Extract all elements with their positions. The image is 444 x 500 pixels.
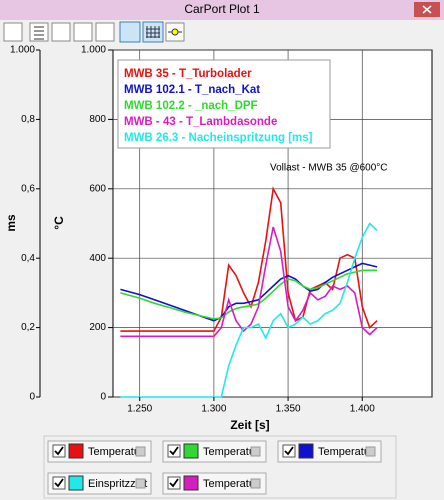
x-tick-label: 1.300 (201, 404, 226, 415)
x-tick-label: 1.350 (276, 404, 301, 415)
legend-panel-label: Temperatur (318, 446, 374, 458)
tool-button[interactable] (3, 22, 23, 42)
checkbox[interactable] (167, 476, 181, 490)
legend-panel-label: Temperatur (88, 446, 144, 458)
y2-tick-label: 0,2 (21, 322, 35, 333)
checkmark (169, 478, 179, 488)
legend-panel-label: Temperatur (203, 446, 259, 458)
checkmark (284, 446, 294, 456)
y-tick-label: 600 (89, 183, 106, 194)
tool-button[interactable] (119, 21, 141, 43)
y-tick-label: 400 (89, 253, 106, 264)
y2-tick-label: 0,6 (21, 183, 35, 194)
tool-button[interactable] (51, 22, 71, 42)
remove-button[interactable] (135, 446, 146, 457)
checkbox[interactable] (167, 444, 181, 458)
legend-panel-label: Einspritzzeit (88, 478, 147, 490)
x-axis-label: Zeit [s] (230, 418, 269, 432)
tool-button[interactable] (73, 22, 93, 42)
remove-button[interactable] (250, 478, 261, 489)
series-line (120, 186, 378, 332)
legend-panel-label: Temperatur (203, 478, 259, 490)
checkmark (54, 446, 64, 456)
tool-icon (34, 26, 44, 40)
tool-button[interactable] (142, 21, 164, 43)
checkmark (54, 478, 64, 488)
checkbox[interactable] (52, 476, 66, 490)
checkmark (169, 446, 179, 456)
series-line (120, 269, 378, 320)
legend-entry: MWB 102.1 - T_nach_Kat (124, 84, 260, 96)
y2-tick-label: 1.000 (10, 45, 35, 56)
remove-button[interactable] (365, 446, 376, 457)
annotation: Vollast - MWB 35 @600°C (270, 163, 388, 174)
close-icon (422, 5, 432, 14)
color-swatch (68, 475, 84, 491)
plot (113, 49, 432, 398)
color-swatch (183, 443, 199, 459)
y-tick-label: 800 (89, 114, 106, 125)
x-tick-label: 1.400 (350, 404, 375, 415)
color-swatch (298, 443, 314, 459)
checkbox[interactable] (52, 444, 66, 458)
y2-tick-label: 0,4 (21, 253, 35, 264)
y-tick-label: 1.000 (81, 45, 106, 56)
color-swatch (183, 475, 199, 491)
legend-entry: MWB - 43 - T_Lambdasonde (124, 116, 277, 128)
y-tick-label: 0 (100, 392, 106, 403)
series-legend (117, 59, 331, 149)
series-line (120, 222, 378, 398)
color-swatch (68, 443, 84, 459)
tool-icon (146, 26, 160, 38)
tool-button[interactable] (29, 22, 49, 42)
y-axis-label: °C (52, 216, 66, 230)
tool-button[interactable] (95, 22, 115, 42)
y-tick-label: 200 (89, 322, 106, 333)
series-line (120, 226, 378, 338)
toolbar (3, 21, 185, 43)
checkbox[interactable] (282, 444, 296, 458)
x-tick-label: 1.250 (127, 404, 152, 415)
y2-tick-label: 0,8 (21, 114, 35, 125)
legend-entry: MWB 26.3 - Nacheinspritzung [ms] (124, 132, 313, 144)
legend-entry: MWB 35 - T_Turbolader (124, 68, 252, 80)
y2-axis-label: ms (4, 214, 18, 232)
tool-icon (171, 28, 179, 36)
remove-button[interactable] (250, 446, 261, 457)
remove-button[interactable] (135, 478, 146, 489)
y2-tick-label: 0 (29, 392, 35, 403)
title-bar (0, 0, 444, 20)
window-title: CarPort Plot 1 (184, 2, 260, 16)
legend-entry: MWB 102.2 - _nach_DPF (124, 100, 258, 112)
